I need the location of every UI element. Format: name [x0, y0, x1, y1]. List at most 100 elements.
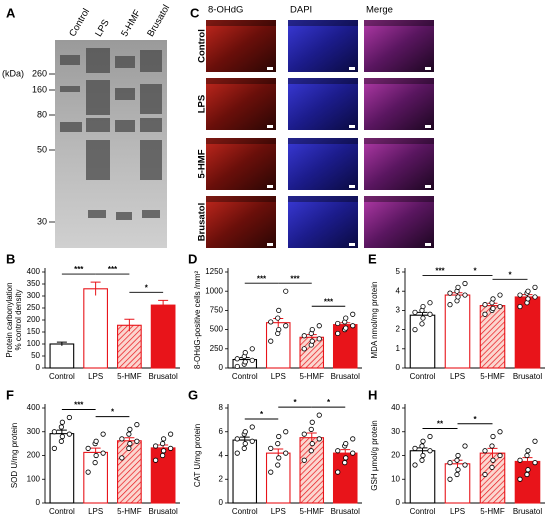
significance-label: * [508, 270, 512, 279]
y-tick-label: 100 [27, 339, 41, 348]
x-tick-label: LPS [450, 372, 465, 381]
x-tick-label: Control [232, 507, 258, 516]
data-point [412, 326, 418, 333]
data-point [335, 330, 341, 337]
y-tick-label: 0 [396, 498, 401, 507]
x-tick-label: Control [49, 372, 75, 381]
data-point [316, 412, 322, 418]
data-point [462, 462, 468, 468]
y-tick-label: 400 [27, 403, 41, 412]
scale-bar [267, 67, 273, 70]
y-tick-label: 400 [27, 267, 41, 276]
data-point [234, 356, 240, 362]
data-point [168, 431, 174, 437]
error-bar [306, 432, 317, 443]
scale-bar [349, 243, 355, 246]
data-point [419, 443, 425, 449]
column-label: DAPI [290, 5, 312, 16]
significance-label: *** [74, 401, 84, 410]
y-tick-label: 1 [396, 344, 401, 353]
y-tick-label: 750 [210, 306, 224, 315]
data-point [275, 441, 281, 447]
data-point [427, 311, 433, 317]
panel-letter: B [6, 251, 15, 266]
y-tick-label: 3 [396, 306, 401, 315]
data-point [93, 452, 99, 459]
data-point [462, 292, 468, 298]
tissue-edge [288, 138, 358, 144]
data-point [249, 346, 255, 352]
panel-letter: A [6, 5, 16, 20]
data-point [276, 455, 282, 461]
y-tick-label: 2 [396, 325, 401, 334]
lane-label: Brusatol [145, 3, 172, 39]
data-point [161, 448, 167, 454]
y-tick-label: 2 [219, 474, 224, 483]
data-point [309, 326, 315, 333]
row-label: 5-HMF [197, 149, 208, 178]
data-point [420, 438, 426, 444]
x-tick-label: LPS [271, 507, 286, 516]
data-point [242, 429, 248, 435]
data-point [524, 471, 530, 478]
significance-label: ** [437, 420, 444, 429]
data-point [309, 441, 315, 447]
panel-letter: D [188, 251, 197, 266]
data-point [447, 302, 453, 308]
micrograph [206, 78, 276, 130]
data-point [343, 325, 349, 331]
data-point [489, 443, 495, 449]
significance-label: * [260, 410, 264, 419]
data-point [316, 436, 322, 442]
bar-panel: D 8-OHdG-positive cells /mm² 0 250 500 750 100… [188, 251, 362, 381]
data-point [455, 467, 461, 473]
data-point [335, 320, 341, 327]
bar-panel: F SOD U/mg protein 0 100 200 300 400 Control LPS… [6, 387, 180, 516]
x-tick-label: LPS [450, 507, 465, 516]
tissue-edge [288, 78, 358, 84]
data-point [127, 441, 133, 447]
micrograph [364, 196, 434, 248]
marker-label: 260 [32, 68, 47, 78]
unit-label: (kDa) [2, 68, 24, 78]
data-point [234, 363, 240, 370]
data-point [268, 338, 274, 344]
y-axis-label: Protein carbonylation [5, 282, 14, 357]
data-point [447, 476, 453, 482]
micrograph [206, 196, 276, 248]
x-tick-label: Brusatol [148, 372, 178, 381]
y-tick-label: 1000 [205, 286, 223, 295]
significance-label: *** [74, 265, 84, 274]
tissue-edge [206, 138, 276, 144]
y-tick-label: 250 [210, 344, 224, 353]
y-tick-label: 40 [391, 403, 400, 412]
data-point [462, 443, 468, 449]
data-point [525, 448, 531, 454]
y-tick-label: 50 [31, 351, 40, 360]
data-point [153, 457, 159, 463]
data-point [51, 429, 57, 435]
data-point [275, 462, 281, 468]
data-point [482, 302, 488, 308]
y-axis-label: 8-OHdG-positive cells /mm² [193, 271, 202, 370]
scale-bar [425, 185, 431, 188]
data-point [283, 429, 289, 435]
scale-bar [349, 125, 355, 128]
y-tick-label: 200 [27, 315, 41, 324]
significance-label: * [473, 267, 477, 276]
x-tick-label: Control [49, 507, 75, 516]
y-axis-label: MDA nmol/mg protein [370, 282, 379, 359]
row-label: Brusatol [197, 203, 208, 242]
data-point [482, 311, 488, 317]
row-label: LPS [197, 95, 208, 113]
data-point [275, 315, 281, 321]
data-point [497, 292, 503, 298]
y-tick-label: 20 [391, 451, 400, 460]
error-bar [90, 281, 101, 296]
data-point [350, 311, 356, 317]
data-point [126, 445, 132, 451]
tissue-edge [288, 20, 358, 26]
data-point [283, 450, 289, 456]
data-point [497, 303, 503, 310]
